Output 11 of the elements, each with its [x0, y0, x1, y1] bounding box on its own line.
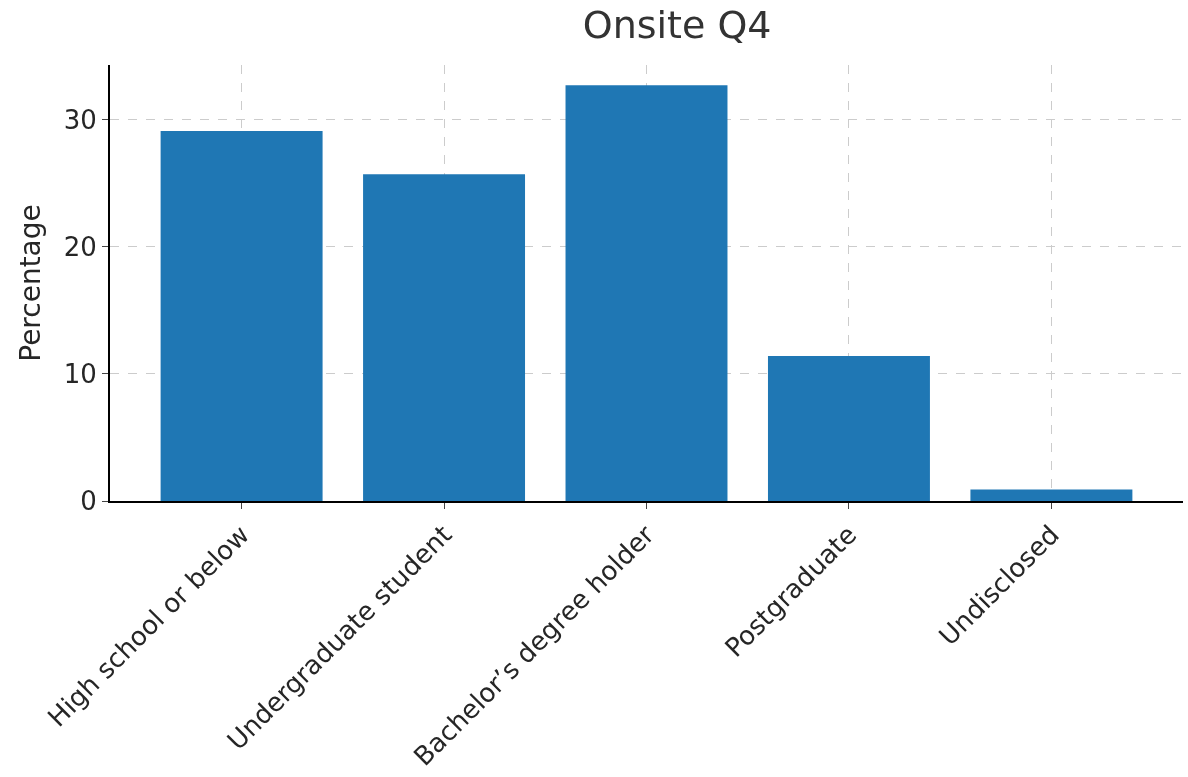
- y-tick-label: 0: [80, 486, 97, 517]
- bar: [160, 131, 323, 501]
- bar: [565, 85, 728, 501]
- chart-title: Onsite Q4: [582, 3, 772, 48]
- y-tick-label: 30: [63, 104, 97, 135]
- bar: [767, 356, 930, 501]
- y-tick-label: 10: [63, 358, 97, 389]
- y-axis-title: Percentage: [13, 204, 47, 362]
- bar: [970, 489, 1133, 501]
- y-tick-label: 20: [63, 231, 97, 262]
- bar: [363, 174, 526, 501]
